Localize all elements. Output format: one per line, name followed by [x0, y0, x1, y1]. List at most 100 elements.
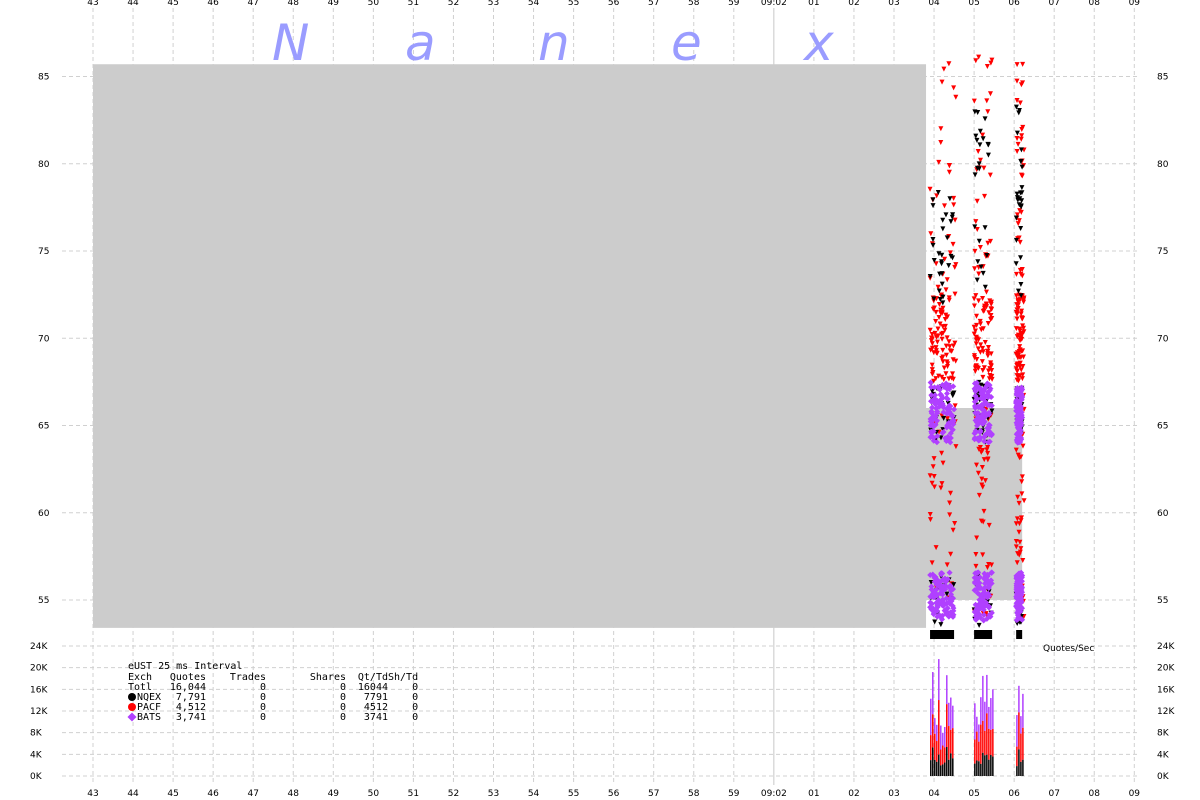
stats-qt-td-value: 3741 [363, 712, 388, 723]
bats-quote-mark [979, 411, 986, 418]
pacf-quote-mark [952, 264, 958, 270]
x-tick-label-bottom: 05 [968, 789, 979, 799]
bats-quote-mark [985, 394, 992, 401]
pacf-quote-mark [1015, 551, 1021, 557]
pacf-quote-mark [972, 368, 978, 374]
nqex-quote-mark [974, 277, 980, 283]
pacf-quote-mark [935, 284, 941, 290]
pacf-quote-mark [1019, 491, 1025, 497]
nqex-rate-bar [950, 753, 952, 776]
stats-quotes-value: 16,044 [169, 682, 206, 693]
pacf-quote-mark [1020, 363, 1026, 369]
pacf-quote-mark [927, 473, 933, 479]
nqex-quote-mark [1018, 159, 1024, 165]
nqex-quote-mark [930, 236, 936, 242]
nqex-quote-mark [1013, 261, 1019, 267]
x-tick-label-bottom: 51 [408, 789, 419, 799]
pacf-rate-bar [992, 728, 994, 757]
pacf-quote-mark [933, 376, 939, 382]
x-tick-label-bottom: 06 [1008, 789, 1020, 799]
pacf-quote-mark [940, 347, 946, 353]
nqex-rate-bar [974, 763, 976, 776]
pacf-quote-mark [973, 58, 979, 64]
pacf-rate-bar [976, 731, 978, 761]
watermark-letter: n [538, 14, 570, 72]
watermark-letter: x [802, 14, 834, 72]
bats-quote-mark [981, 570, 988, 577]
pacf-quote-mark [976, 446, 982, 452]
pacf-quote-mark [952, 403, 958, 409]
y-tick-label-left: 75 [38, 247, 49, 257]
x-tick-label-bottom: 52 [448, 789, 459, 799]
y-tick-label-right: 55 [1157, 596, 1168, 606]
pacf-quote-mark [1017, 239, 1023, 245]
stats-sh-td-value: 0 [412, 682, 419, 693]
pacf-quote-mark [945, 416, 951, 422]
nqex-quote-mark [980, 270, 986, 276]
nqex-rate-bar [946, 746, 948, 776]
nqex-quote-mark [1018, 293, 1024, 299]
pacf-quote-mark [1019, 127, 1025, 133]
stats-table: Exch Quotes Trades Shares Qt/Td Sh/Td To… [127, 673, 419, 723]
y-tick-label-left: 65 [38, 422, 49, 432]
x-tick-label-top: 48 [288, 0, 300, 8]
bats-quote-mark [971, 380, 978, 387]
pacf-quote-mark [945, 364, 951, 370]
nqex-quote-mark [984, 253, 990, 259]
nqex-rate-bar [1016, 766, 1018, 776]
pacf-quote-mark [946, 297, 952, 303]
bats-quote-mark [972, 616, 979, 623]
x-tick-label-top: 44 [127, 0, 139, 8]
pacf-quote-mark [938, 485, 944, 491]
stats-shares-value: 0 [339, 692, 346, 703]
stats-row: NQEX 7,791 0 0 7791 0 [128, 693, 418, 703]
stats-quotes-value: 4,512 [175, 702, 206, 713]
nqex-quote-mark [940, 226, 946, 232]
x-tick-label-bottom: 08 [1089, 789, 1101, 799]
nqex-rate-bar [934, 759, 936, 776]
bats-quote-mark [947, 609, 954, 616]
nqex-quote-mark [989, 408, 995, 414]
bats-quote-mark [928, 430, 935, 437]
pacf-quote-mark [988, 299, 994, 305]
bats-quote-mark [930, 416, 937, 423]
pacf-quote-mark [1013, 539, 1019, 545]
nqex-quote-mark [975, 110, 981, 116]
nqex-rate-bar [1018, 749, 1020, 776]
pacf-quote-mark [987, 172, 993, 178]
nqex-quote-mark [1018, 225, 1024, 231]
pacf-quote-mark [951, 202, 957, 208]
bats-rate-bar [992, 689, 994, 729]
pacf-quote-mark [971, 324, 977, 330]
pacf-quote-mark [988, 306, 994, 312]
pacf-quote-mark [950, 343, 956, 349]
x-tick-label-bottom: 54 [528, 789, 540, 799]
stats-exch-value: PACF [137, 702, 162, 713]
bats-rate-bar [934, 718, 936, 734]
stats-qt-td: 16044 [346, 683, 388, 693]
bats-quote-mark [931, 384, 938, 391]
pacf-rate-bar [952, 728, 954, 759]
pacf-quote-mark [931, 305, 937, 311]
pacf-quote-mark [977, 349, 983, 355]
pacf-rate-bar [988, 728, 990, 760]
pacf-quote-mark [974, 227, 980, 233]
pacf-quote-mark [1014, 98, 1020, 104]
pacf-quote-mark [971, 303, 977, 309]
pacf-quote-mark [981, 457, 987, 463]
pacf-quote-mark [941, 203, 947, 209]
pacf-quote-mark [952, 291, 958, 297]
bats-quote-mark [974, 409, 981, 416]
pacf-quote-mark [1016, 235, 1022, 241]
pacf-quote-mark [933, 545, 939, 551]
pacf-quote-mark [931, 484, 937, 490]
pacf-quote-mark [937, 321, 943, 327]
pacf-quote-mark [1021, 329, 1027, 335]
bats-quote-mark [928, 392, 935, 399]
bats-quote-mark [934, 607, 941, 614]
pacf-quote-mark [985, 320, 991, 326]
bats-quote-mark [934, 613, 941, 620]
x-tick-label-top: 47 [247, 0, 258, 8]
bats-quote-mark [1015, 407, 1022, 414]
